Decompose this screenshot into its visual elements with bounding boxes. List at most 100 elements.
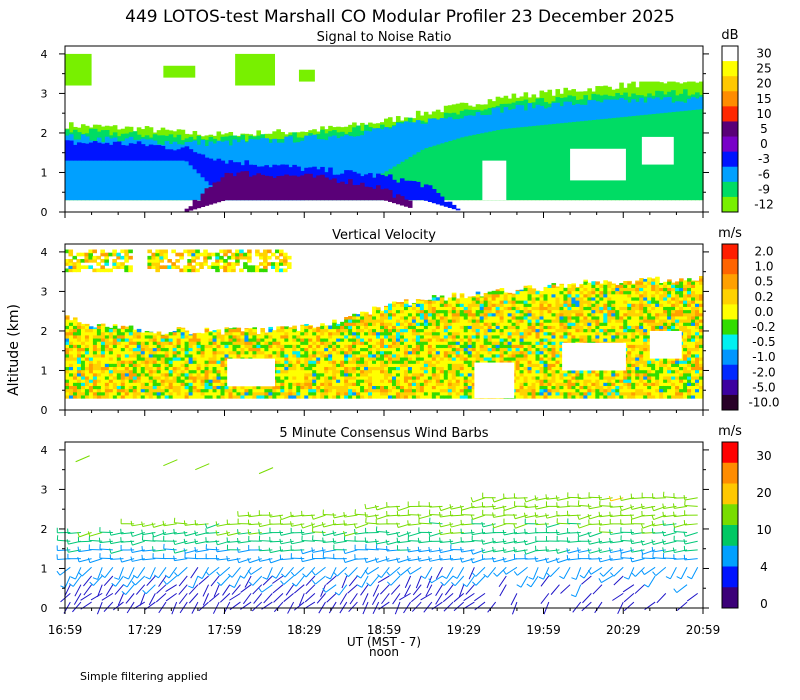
vv-cell	[324, 357, 329, 361]
snr-cell	[192, 140, 198, 201]
vv-cell	[635, 382, 640, 386]
vv-cell	[519, 347, 525, 352]
vv-cell	[104, 376, 110, 380]
vv-cell	[495, 289, 501, 292]
vv-cell	[499, 322, 505, 326]
vv-cell	[84, 379, 90, 383]
vv-cell	[300, 324, 305, 326]
vv-cell	[384, 334, 389, 339]
vv-cell	[280, 382, 285, 386]
vv-cell	[603, 303, 608, 307]
vv-cell	[364, 379, 369, 383]
vv-cell	[543, 341, 549, 345]
vv-cell	[332, 357, 337, 361]
vv-cell	[467, 394, 473, 399]
vv-cell	[459, 338, 465, 342]
vv-cell	[643, 363, 648, 368]
vv-cell	[563, 379, 569, 383]
vv-cell	[559, 334, 565, 339]
vv-cell	[567, 296, 573, 301]
vv-cell	[571, 322, 576, 326]
vv-cell	[136, 366, 142, 371]
vv-cell	[535, 328, 541, 333]
vv-cell	[571, 325, 576, 330]
vv-cell	[431, 306, 437, 311]
vv-cell	[116, 350, 122, 355]
vv-cell	[515, 347, 521, 352]
colorbar-swatch	[722, 319, 738, 336]
vv-cell	[487, 344, 493, 349]
vv-cell	[136, 360, 142, 364]
vv-cell	[435, 341, 441, 345]
snr-cell	[419, 120, 425, 201]
vv-cell	[160, 341, 166, 345]
vv-cell	[376, 388, 381, 393]
vv-cell	[571, 296, 576, 301]
vv-cell	[184, 372, 190, 377]
vv-cell	[503, 303, 509, 307]
vv-cell	[364, 325, 369, 330]
vv-cell	[184, 385, 190, 390]
vv-cell	[435, 338, 441, 342]
snr-cell	[240, 171, 246, 201]
vv-cell	[451, 350, 457, 355]
vv-cell	[180, 394, 186, 399]
snr-cell	[519, 105, 525, 128]
vv-cell	[180, 376, 186, 380]
vv-cell	[647, 357, 652, 361]
snr-cell	[599, 95, 604, 201]
vv-cell	[523, 319, 529, 323]
vv-cell	[635, 338, 640, 342]
vv-cell	[631, 379, 636, 383]
vv-cell	[575, 293, 580, 298]
vv-cell	[352, 313, 357, 317]
colorbar-swatch	[722, 349, 738, 366]
vv-cell	[88, 388, 94, 393]
vv-cell	[559, 284, 565, 288]
vv-cell	[204, 360, 210, 364]
vv-cell	[172, 394, 178, 399]
vv-cell	[280, 388, 285, 393]
vv-cell	[380, 312, 385, 317]
vv-cell	[619, 315, 624, 320]
vv-cell	[152, 366, 158, 371]
vv-cell	[583, 296, 588, 301]
vv-cell	[439, 347, 445, 352]
vv-cell	[356, 385, 361, 390]
vv-cell	[292, 328, 297, 333]
vv-cell	[559, 325, 565, 330]
vv-cell	[487, 331, 493, 336]
vv-cell	[611, 296, 616, 301]
vv-cell	[132, 341, 138, 345]
snr-cell	[65, 135, 70, 201]
vv-cell	[523, 290, 529, 295]
vv-cell	[224, 372, 230, 377]
vv-cell	[483, 331, 489, 336]
vv-cell	[615, 369, 620, 374]
vv-cell	[252, 388, 257, 393]
vv-cell	[156, 379, 162, 383]
vv-cell	[176, 363, 182, 368]
vv-cell	[435, 319, 441, 323]
vv-cell	[340, 341, 345, 345]
vv-cell	[599, 325, 604, 330]
vv-cell	[380, 347, 385, 352]
snr-cell	[407, 200, 413, 208]
vv-cell	[384, 306, 389, 311]
vv-cell	[647, 341, 652, 345]
vv-cell	[399, 338, 405, 342]
vv-cell	[523, 391, 529, 396]
vv-cell	[391, 315, 397, 320]
vv-cell	[487, 291, 493, 295]
vv-cell	[471, 296, 477, 298]
vv-cell	[192, 363, 198, 368]
snr-cell	[415, 120, 421, 153]
vv-cell	[76, 328, 82, 333]
vv-cell	[627, 300, 632, 304]
vv-cell	[320, 394, 325, 399]
snr-cell	[235, 53, 276, 86]
vv-cell	[364, 391, 369, 396]
vv-cell	[611, 338, 616, 342]
vv-cell	[196, 372, 202, 377]
vv-cell	[360, 372, 365, 377]
